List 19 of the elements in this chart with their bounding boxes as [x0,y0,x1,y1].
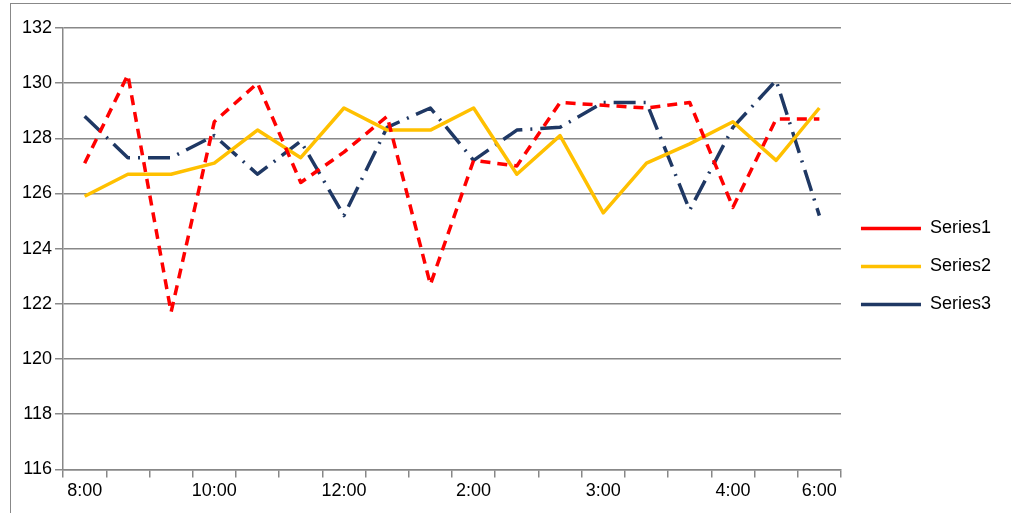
y-tick-label: 118 [23,403,53,424]
y-tick-label: 126 [21,182,53,203]
legend-label: Series1 [929,217,991,238]
x-tick-label: 8:00 [67,480,103,501]
y-tick-label: 124 [21,237,53,258]
y-tick-label: 132 [21,16,53,37]
y-tick-label: 130 [21,72,53,93]
y-tick-label: 122 [21,292,53,313]
x-tick-label: 12:00 [321,480,367,501]
x-tick-label: 6:00 [801,480,837,501]
x-tick-label: 4:00 [715,480,751,501]
y-tick-label: 128 [21,127,53,148]
x-tick-label: 10:00 [191,480,237,501]
legend-label: Series3 [929,293,991,314]
x-tick-label: 2:00 [456,480,492,501]
x-tick-label: 3:00 [585,480,621,501]
y-tick-label: 120 [21,348,53,369]
legend-label: Series2 [929,255,991,276]
y-tick-label: 116 [23,458,53,479]
